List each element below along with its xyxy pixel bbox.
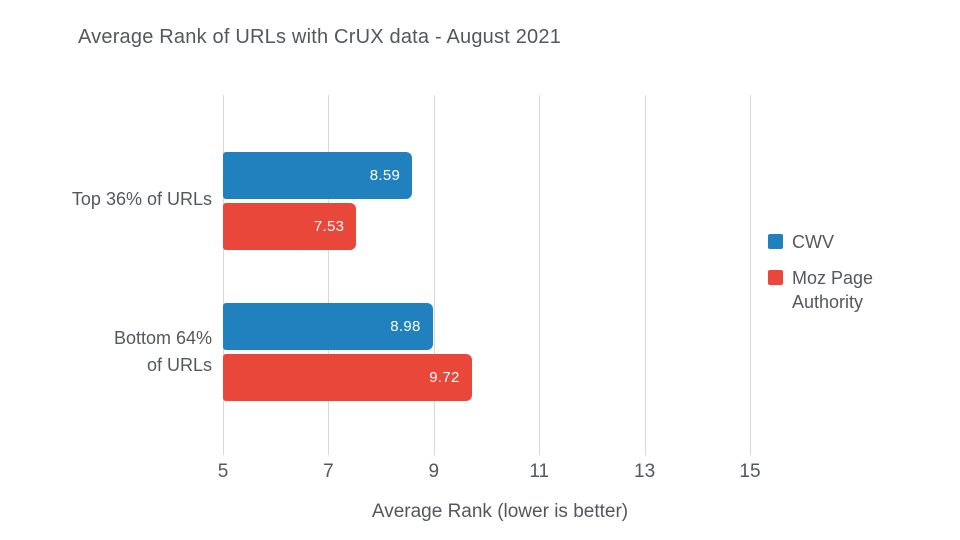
legend-label: Moz Page Authority [792, 268, 874, 312]
legend-item-cwv: CWV [768, 230, 908, 254]
x-tick-label-5: 5 [217, 461, 229, 482]
x-tick-label-9: 9 [428, 461, 440, 482]
legend-swatch-icon [768, 270, 783, 285]
category-label-1: Bottom 64% of URLs [0, 325, 212, 379]
bar-cwv-cat0: 8.59 [223, 152, 413, 199]
gridline-x-5 [223, 95, 224, 455]
x-axis-title: Average Rank (lower is better) [371, 501, 629, 522]
category-label-line: Bottom 64% [113, 328, 212, 348]
x-tick-label-7: 7 [323, 461, 334, 482]
x-tick-label-13: 13 [634, 461, 656, 482]
bar-moz-page-authority-cat0: 7.53 [223, 203, 357, 250]
x-tick-label-11: 11 [529, 461, 550, 482]
bar-value-label: 9.72 [429, 369, 460, 386]
plot-area: 8.59 8.98 7.53 9.72 [223, 95, 751, 455]
legend-label: CWV [792, 232, 834, 252]
category-label-line: Top 36% of URLs [71, 188, 212, 209]
legend-item-moz-page-authority: Moz Page Authority [768, 266, 908, 314]
bar-value-label: 8.59 [369, 167, 401, 184]
bar-cwv-cat1: 8.98 [223, 303, 433, 350]
gridline-x-13 [644, 95, 646, 455]
gridline-x-7 [328, 95, 330, 455]
bar-value-label: 8.98 [390, 318, 421, 335]
bar-moz-page-authority-cat1: 9.72 [223, 354, 472, 401]
category-label-0: Top 36% of URLs [0, 186, 212, 213]
gridline-x-11 [539, 95, 541, 455]
chart-title: Average Rank of URLs with CrUX data - Au… [78, 26, 562, 48]
gridline-x-9 [433, 95, 435, 455]
legend-swatch-icon [768, 234, 783, 249]
legend: CWV Moz Page Authority [768, 230, 908, 326]
bar-value-label: 7.53 [313, 218, 345, 235]
gridline-x-15 [750, 95, 751, 455]
category-label-line: of URLs [146, 355, 212, 375]
x-tick-label-15: 15 [739, 461, 761, 482]
